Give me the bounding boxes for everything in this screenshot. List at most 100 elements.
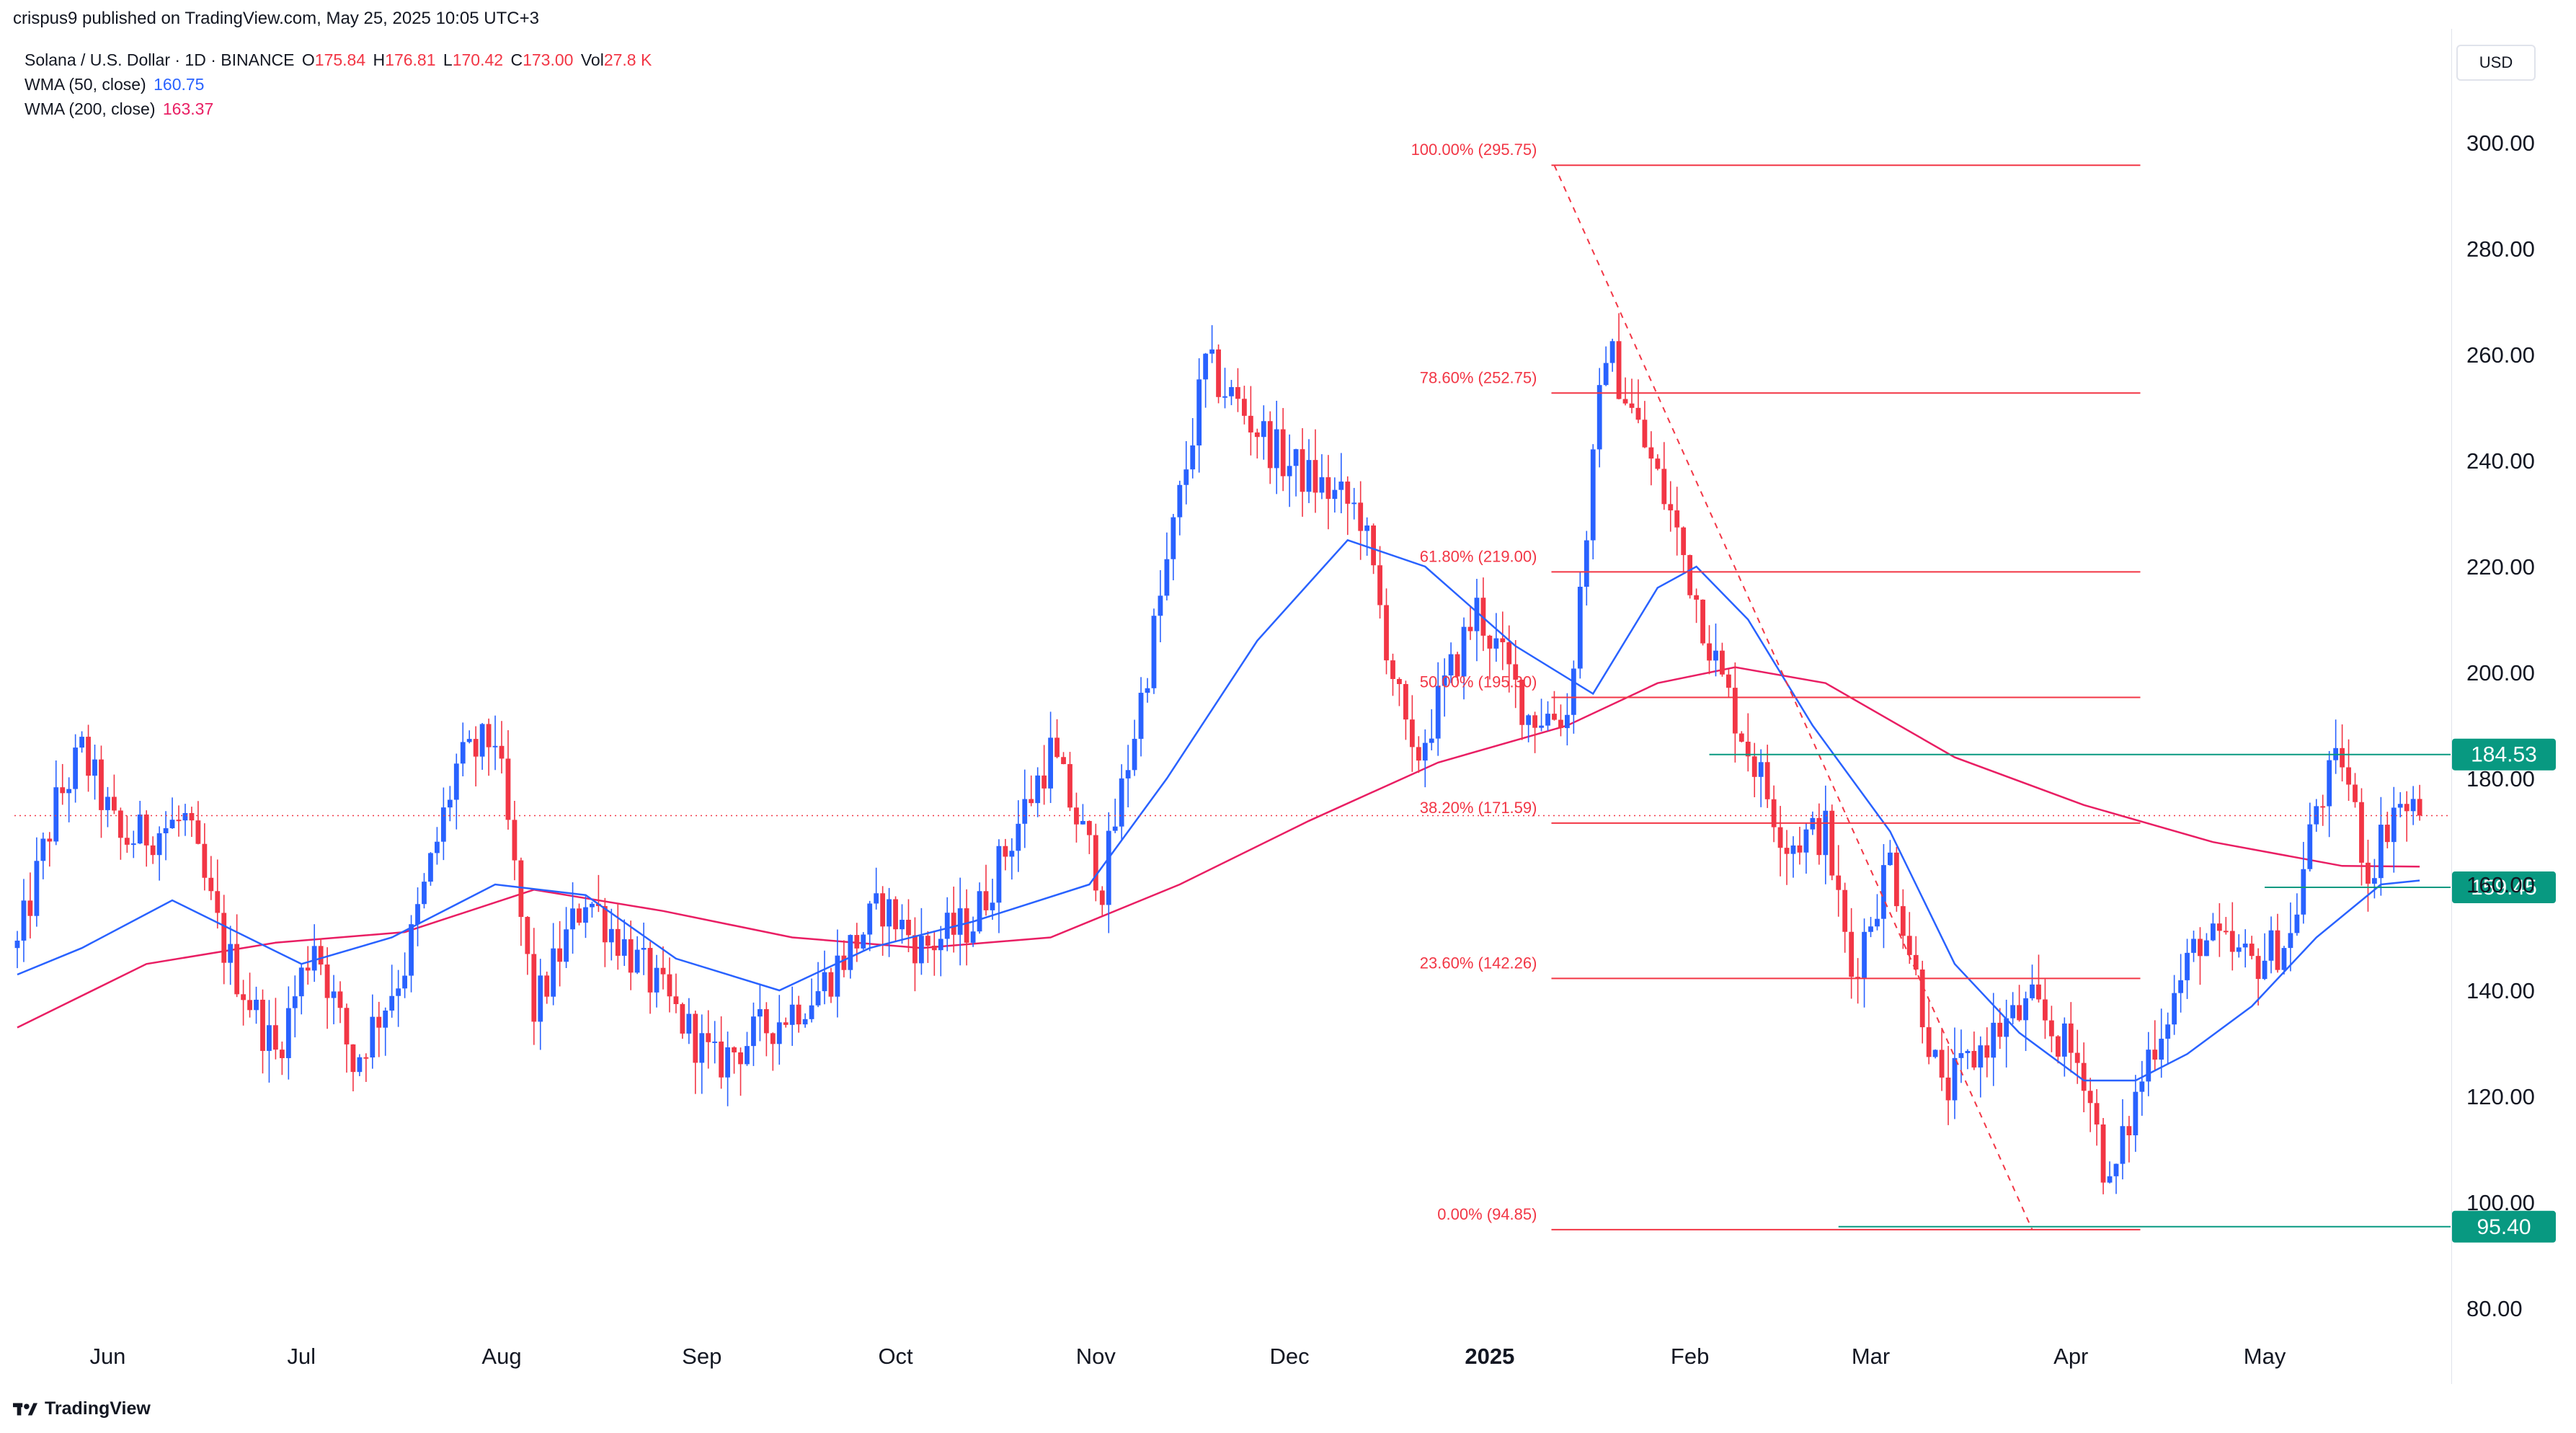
candle-body [1629,403,1635,408]
candle-body [1500,638,1506,642]
candle-body [2281,948,2287,970]
candle-body [957,908,963,935]
candle-body [292,996,298,1008]
candle-body [1875,918,1880,927]
candle-body [647,948,653,993]
x-tick-label: Nov [1076,1344,1116,1369]
candle-body [1274,429,1279,469]
candle-body [570,908,575,930]
candle-body [1603,363,1609,386]
tradingview-footer[interactable]: TradingView [13,1398,151,1419]
y-tick-label: 200.00 [2466,660,2535,686]
candle-body [1674,510,1680,528]
candle-body [2255,956,2261,980]
y-axis: 80.00 100.00 120.00 140.00 160.00 180.00 200.0… [2466,130,2535,1321]
candle-body [634,949,640,973]
tradingview-logo-icon [13,1403,37,1415]
wma50-legend-row[interactable]: WMA (50, close) 160.75 [25,72,652,97]
candle-body [944,913,950,939]
candle-body [1545,714,1550,726]
candle-body [1422,742,1428,761]
candle-body [1041,775,1047,789]
fib-level-label: 0.00% (94.85) [1437,1205,1537,1223]
level-badge-label: 184.53 [2471,743,2537,767]
candle-body [1771,799,1777,828]
candle-body [1855,977,1860,979]
candle-body [298,967,304,997]
candle-body [1971,1050,1977,1068]
candle-body [1196,379,1202,445]
candle-body [221,913,227,963]
candle-body [2417,799,2422,816]
candle-body [906,920,911,936]
candle-body [73,747,79,789]
candle-body [1893,852,1899,907]
candle-body [758,1009,763,1017]
candle-body [202,843,208,878]
x-tick-label: Mar [1852,1344,1890,1369]
candle-body [2391,807,2397,843]
candle-body [1454,654,1460,677]
candle-body [2301,869,2306,915]
candle-body [900,920,905,930]
candle-body [893,899,898,930]
candle-body [1474,598,1480,631]
candle-body [1009,851,1015,857]
candle-body [1403,684,1408,720]
candle-body [1280,429,1286,476]
candle-body [1003,846,1008,857]
candle-body [130,843,136,846]
candle-body [1816,817,1822,856]
open-label: O [301,50,315,69]
level-badge [2452,738,2556,771]
candle-body [693,1013,698,1063]
candle-body [505,758,511,820]
candle-body [1145,688,1150,693]
candle-body [2094,1103,2100,1124]
candle-body [931,945,937,951]
wma200-legend-row[interactable]: WMA (200, close) 163.37 [25,97,652,121]
candle-body [2100,1124,2106,1183]
candle-body [215,891,221,913]
candle-body [745,1046,750,1065]
candle-body [667,974,672,997]
candle-body [848,935,853,970]
wma200-value: 163.37 [162,99,214,118]
candle-body [1584,540,1589,587]
candle-body [176,820,182,822]
candle-body [1293,449,1299,466]
candle-body [1945,1077,1951,1101]
high-value: 176.81 [385,50,436,69]
publisher-header: crispus9 published on TradingView.com, M… [13,9,539,28]
candle-body [2107,1176,2113,1183]
candle-body [809,1005,814,1019]
candle-body [1093,835,1098,891]
candle-body [1164,559,1170,596]
candle-body [2049,1020,2054,1037]
candle-body [60,787,66,794]
candle-body [285,1008,291,1058]
candle-body [2010,1005,2016,1019]
candle-body [854,935,860,949]
candle-body [996,846,1002,903]
candle-body [189,812,195,821]
candle-body [273,1025,278,1050]
symbol-name[interactable]: Solana / U.S. Dollar · 1D · BINANCE [25,50,295,69]
x-tick-label: 2025 [1465,1344,1514,1369]
candle-body [1151,616,1157,688]
candle-body [486,724,492,747]
candle-body [1784,848,1790,854]
x-tick-label: Feb [1671,1344,1709,1369]
currency-button[interactable]: USD [2456,45,2536,81]
fib-level-label: 61.80% (219.00) [1420,547,1537,565]
candle-body [1590,449,1596,541]
candle-body [621,939,627,956]
candle-body [1829,810,1835,876]
candle-body [1513,664,1519,680]
candle-body [1067,764,1072,808]
fib-level-label: 23.60% (142.26) [1420,954,1537,972]
candle-body [2353,784,2358,802]
candle-body [453,763,459,800]
candle-body [1119,778,1124,827]
